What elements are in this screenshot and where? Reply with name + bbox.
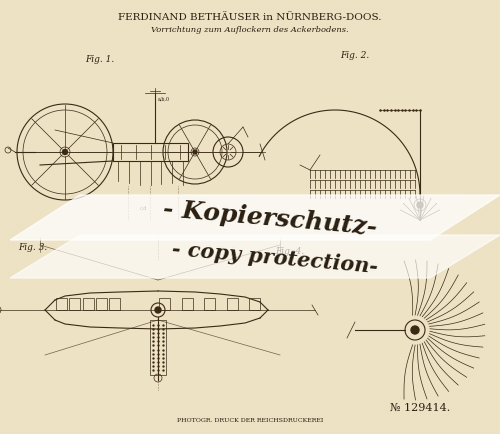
Text: - copy protection-: - copy protection- [171,239,379,277]
Bar [24,24,476,410]
Polygon shape [10,235,500,278]
Bar [96,298,107,310]
Bar [38,38,462,396]
Bar [249,298,260,310]
Text: Vorrichtung zum Auflockern des Ackerbodens.: Vorrichtung zum Auflockern des Ackerbode… [151,26,349,34]
Bar [109,298,120,310]
Text: c,d: c,d [140,206,147,211]
Bar [82,298,94,310]
Bar [56,298,67,310]
Bar [159,298,170,310]
Text: Fig. 4.: Fig. 4. [275,247,304,256]
Text: FERDINAND BETHÄUSER in NÜRNBERG-DOOS.: FERDINAND BETHÄUSER in NÜRNBERG-DOOS. [118,13,382,23]
Bar [36,36,464,398]
Bar [32,32,468,402]
Polygon shape [10,195,500,240]
Bar [150,320,166,375]
Bar [26,26,474,408]
Bar [204,298,215,310]
Bar [28,28,472,406]
Text: Fig. 2.: Fig. 2. [340,50,369,59]
Text: Fig. 1.: Fig. 1. [85,56,114,65]
Bar [69,298,80,310]
Bar [226,298,237,310]
Bar [182,298,192,310]
Circle shape [155,307,161,313]
Bar [22,22,478,412]
Circle shape [62,149,68,155]
Circle shape [193,150,197,154]
Text: a,b,0: a,b,0 [158,97,170,102]
Text: PHOTOGR. DRUCK DER REICHSDRUCKEREI: PHOTOGR. DRUCK DER REICHSDRUCKEREI [177,418,323,423]
Circle shape [411,326,419,334]
Circle shape [417,202,423,208]
Text: № 129414.: № 129414. [390,403,450,413]
Bar [113,143,188,161]
Text: - Kopierschutz-: - Kopierschutz- [162,197,378,239]
Text: Fig. 3.: Fig. 3. [18,243,47,253]
Bar [34,34,466,400]
Bar [30,30,470,404]
